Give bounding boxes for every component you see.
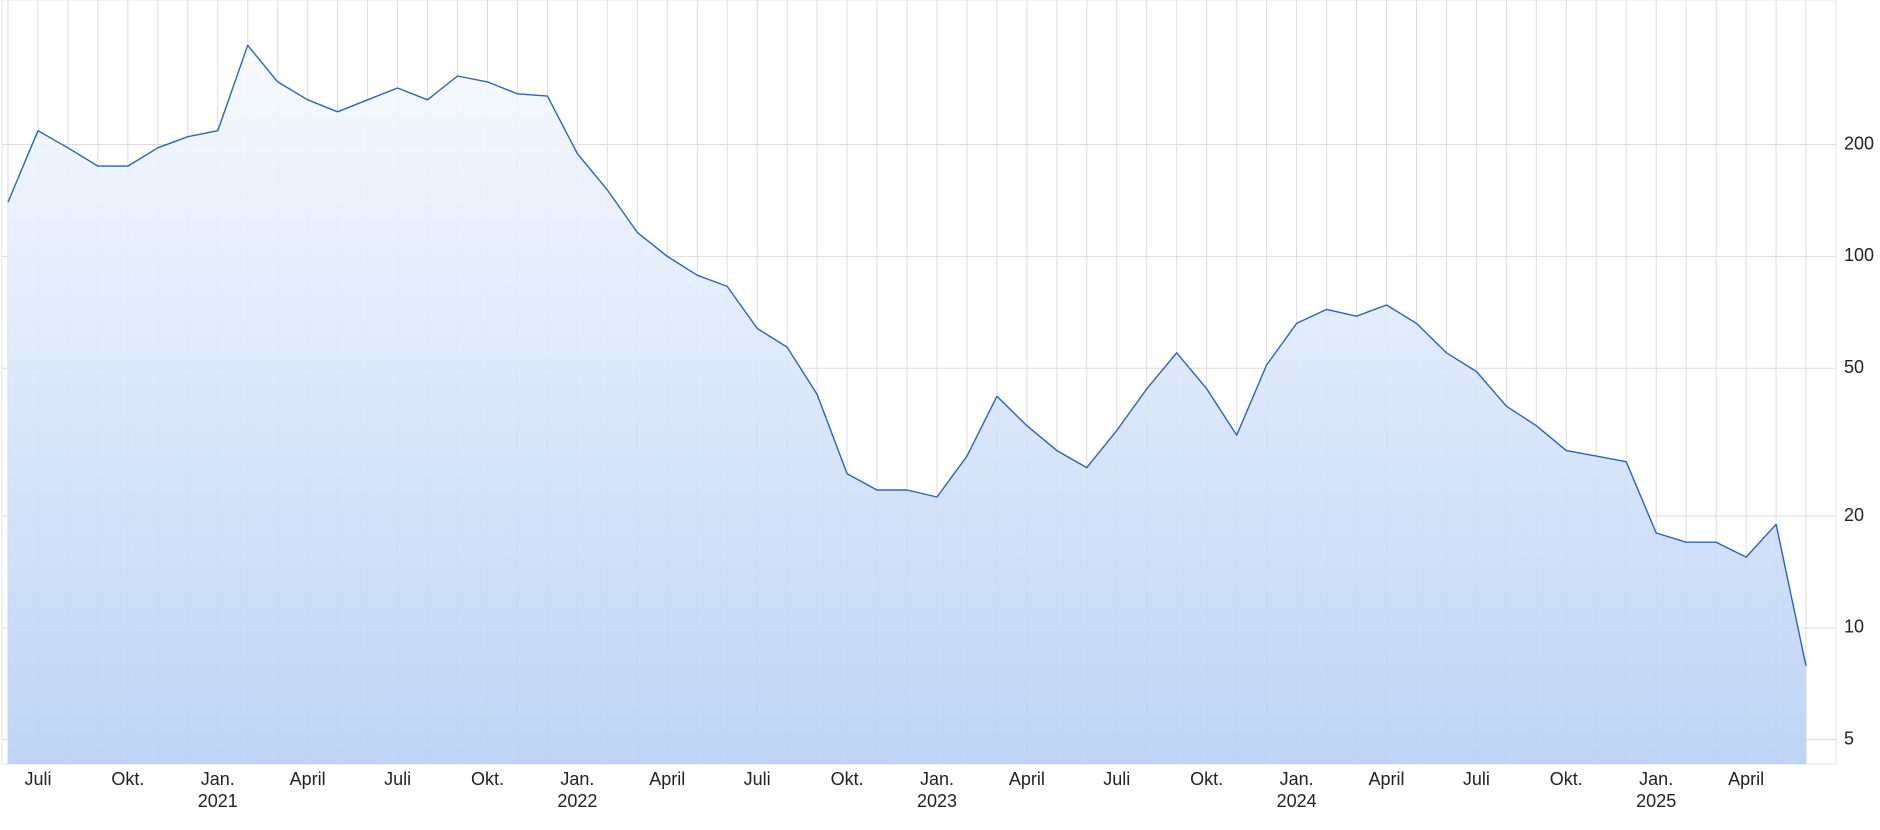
x-year-label: 2023	[917, 791, 957, 811]
x-tick-label: Okt.	[1190, 769, 1223, 789]
y-tick-label: 10	[1844, 617, 1864, 637]
x-tick-label: Juli	[24, 769, 51, 789]
x-tick-label: Okt.	[831, 769, 864, 789]
x-tick-label: April	[1728, 769, 1764, 789]
x-tick-label: Okt.	[1550, 769, 1583, 789]
x-tick-label: April	[290, 769, 326, 789]
x-year-label: 2021	[198, 791, 238, 811]
x-tick-label: Jan.	[560, 769, 594, 789]
x-tick-label: Jan.	[920, 769, 954, 789]
x-year-label: 2022	[557, 791, 597, 811]
y-tick-label: 5	[1844, 728, 1854, 748]
x-year-label: 2025	[1636, 791, 1676, 811]
x-year-label: 2024	[1277, 791, 1317, 811]
x-tick-label: Juli	[1463, 769, 1490, 789]
area-fill	[8, 45, 1806, 765]
x-tick-label: Jan.	[1280, 769, 1314, 789]
y-tick-label: 200	[1844, 133, 1874, 153]
x-tick-label: Okt.	[471, 769, 504, 789]
price-line	[7, 44, 1807, 667]
x-tick-label: Juli	[744, 769, 771, 789]
x-tick-label: Okt.	[111, 769, 144, 789]
x-tick-label: April	[1009, 769, 1045, 789]
y-tick-label: 100	[1844, 245, 1874, 265]
y-tick-label: 50	[1844, 357, 1864, 377]
x-tick-label: April	[649, 769, 685, 789]
x-tick-label: Jan.	[1639, 769, 1673, 789]
x-tick-label: Jan.	[201, 769, 235, 789]
y-tick-label: 20	[1844, 505, 1864, 525]
x-tick-label: Juli	[384, 769, 411, 789]
x-tick-label: April	[1368, 769, 1404, 789]
x-tick-label: Juli	[1103, 769, 1130, 789]
